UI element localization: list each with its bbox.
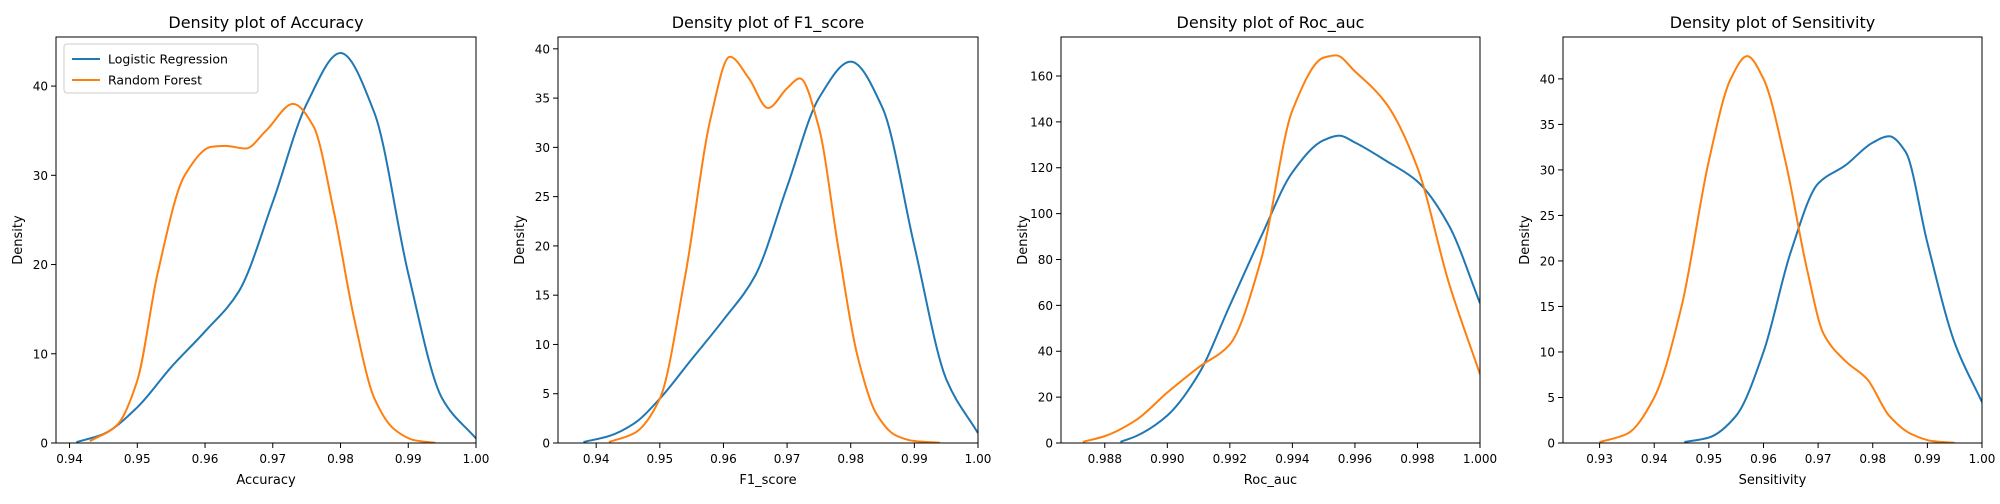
density-panel-4: 0.93 0.94 0.95 0.96 0.97 0.98 0.99 1.00 0 5 10 15 20… [1518,13,1995,488]
x-tick-label: 0.94 [583,452,610,466]
x-tick-label: 0.95 [1695,452,1722,466]
chart-title: Density plot of Sensitivity [1670,13,1875,32]
x-tick-label: 0.998 [1400,452,1434,466]
y-tick-label: 30 [535,141,550,155]
y-tick-label: 40 [1540,72,1555,86]
plot-frame [1562,36,1983,444]
legend-box [63,43,259,94]
legend-entry-label: Random Forest [108,73,202,88]
x-tick-label: 0.93 [1586,452,1613,466]
density-panel-1: 0.94 0.95 0.96 0.97 0.98 0.99 1.00 0 10 20 30 40 Den… [11,13,489,488]
series-line-random-forest [608,55,940,443]
y-tick-label: 25 [535,190,550,204]
y-tick-label: 10 [535,338,550,352]
density-panel-2: 0.94 0.95 0.96 0.97 0.98 0.99 1.00 0 5 10 15 20 25 30… [513,13,991,488]
y-tick-label: 20 [1540,254,1555,268]
y-tick-label: 20 [1038,391,1053,405]
y-tick-label: 35 [535,92,550,106]
y-tick-label: 5 [542,387,550,401]
y-tick-label: 0 [1045,437,1053,451]
x-tick-label: 0.94 [56,452,83,466]
y-tick-label: 15 [535,289,550,303]
x-tick-label: 0.95 [646,452,673,466]
x-axis-label: Sensitivity [1739,473,1807,488]
plot-frame [55,36,477,444]
x-tick-label: 0.96 [1750,452,1777,466]
x-tick-label: 1.00 [463,452,490,466]
density-panel-3: 0.988 0.990 0.992 0.994 0.996 0.998 1.000 0 20 40… [1016,13,1497,488]
x-tick-label: 1.000 [1463,452,1497,466]
x-tick-label: 0.99 [901,452,928,466]
y-tick-label: 35 [1540,118,1555,132]
legend-entry-label: Logistic Regression [108,52,228,67]
y-tick-label: 30 [1540,163,1555,177]
x-tick-label: 0.97 [259,452,286,466]
x-tick-label: 0.96 [710,452,737,466]
legend: Logistic Regression Random Forest [63,43,259,94]
x-axis-label: Roc_auc [1244,473,1297,488]
y-tick-label: 10 [1540,345,1555,359]
x-tick-label: 0.988 [1088,452,1122,466]
x-axis-label: Accuracy [236,473,296,488]
y-tick-label: 40 [33,80,48,94]
x-tick-label: 1.00 [965,452,992,466]
x-tick-label: 0.98 [1859,452,1886,466]
y-tick-label: 0 [1547,437,1555,451]
y-tick-label: 20 [33,258,48,272]
y-axis-label: Density [11,215,26,265]
y-tick-label: 5 [1547,391,1555,405]
x-tick-label: 0.96 [192,452,219,466]
x-tick-label: 0.97 [1805,452,1832,466]
plot-frame [557,36,979,444]
y-tick-label: 40 [535,42,550,56]
x-tick-label: 0.98 [837,452,864,466]
series-line-logistic-regression [76,52,476,443]
y-tick-label: 30 [33,169,48,183]
y-tick-label: 10 [33,347,48,361]
y-axis-label: Density [1518,215,1533,265]
series-line-random-forest [89,102,436,443]
y-tick-label: 15 [1540,300,1555,314]
y-tick-label: 25 [1540,209,1555,223]
y-tick-label: 60 [1038,299,1053,313]
x-axis-label: F1_score [739,473,796,488]
y-axis-label: Density [1016,215,1031,265]
y-tick-label: 0 [40,437,48,451]
x-tick-label: 0.98 [327,452,354,466]
y-tick-label: 80 [1038,253,1053,267]
y-tick-label: 120 [1030,161,1053,175]
y-tick-label: 0 [542,437,550,451]
series-line-logistic-regression [1120,134,1480,443]
series-line-logistic-regression [1684,135,1982,443]
y-axis-label: Density [513,215,528,265]
series-line-logistic-regression [583,60,978,443]
x-tick-label: 0.97 [774,452,801,466]
plot-frame [1060,36,1481,444]
x-tick-label: 0.990 [1150,452,1184,466]
chart-title: Density plot of Roc_auc [1177,13,1365,33]
x-tick-label: 0.99 [395,452,422,466]
y-tick-label: 40 [1038,345,1053,359]
y-tick-label: 140 [1030,115,1053,129]
x-tick-label: 0.994 [1275,452,1309,466]
x-tick-label: 1.00 [1969,452,1996,466]
x-tick-label: 0.992 [1213,452,1247,466]
x-tick-label: 0.94 [1641,452,1668,466]
y-tick-label: 20 [535,239,550,253]
y-tick-label: 160 [1030,69,1053,83]
chart-title: Density plot of Accuracy [168,13,363,32]
x-tick-label: 0.996 [1338,452,1372,466]
x-tick-label: 0.99 [1914,452,1941,466]
series-line-random-forest [1599,55,1955,443]
x-tick-label: 0.95 [124,452,151,466]
y-tick-label: 100 [1030,207,1053,221]
series-line-random-forest [1082,54,1480,443]
chart-title: Density plot of F1_score [672,13,865,33]
